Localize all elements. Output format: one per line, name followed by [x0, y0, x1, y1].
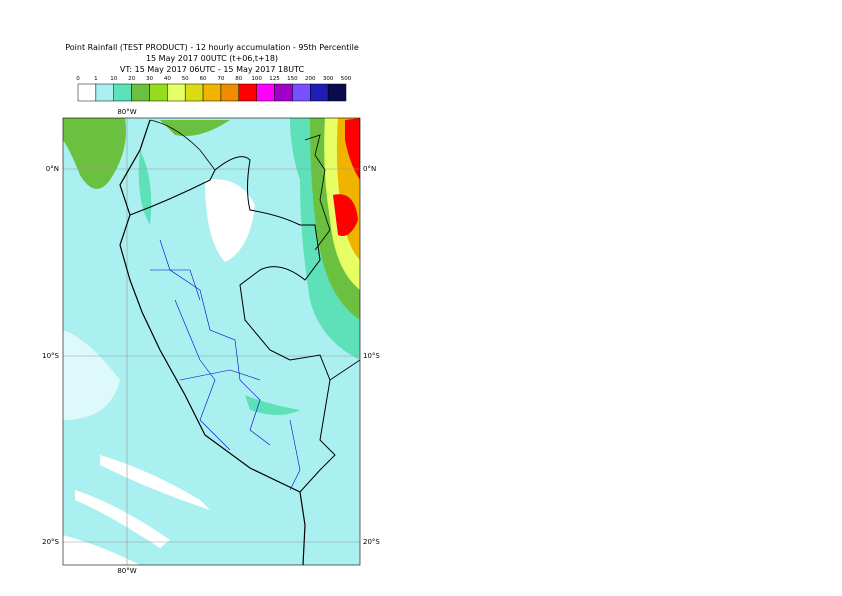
title-line: Point Rainfall (TEST PRODUCT) - 12 hourl… — [65, 43, 359, 52]
region-border — [150, 239, 301, 491]
lat-label: 20°S — [363, 538, 380, 546]
colorbar-box — [184, 83, 204, 102]
colorbar-box — [131, 83, 150, 102]
border — [149, 119, 360, 381]
colorbar-label: 1 — [94, 76, 98, 82]
border — [304, 134, 331, 251]
colorbar-label: 200 — [305, 76, 316, 82]
colorbar-label: 300 — [323, 76, 334, 82]
colorbar-box — [238, 83, 257, 102]
coastline — [119, 119, 306, 565]
rain-patch — [245, 395, 300, 415]
colorbar-box — [149, 83, 168, 102]
colorbar-label: 30 — [146, 76, 153, 82]
border — [129, 156, 336, 493]
colorbar-label: 0 — [76, 76, 80, 82]
colorbar-box — [77, 83, 97, 102]
dry-area — [75, 490, 170, 548]
lat-label: 20°S — [42, 538, 59, 546]
colorbar-box — [274, 83, 293, 102]
colorbar-label: 125 — [269, 76, 280, 82]
colorbar-box — [256, 83, 275, 102]
rain-patch — [345, 118, 360, 180]
colorbar-box — [292, 83, 311, 102]
rain-patch — [63, 118, 126, 189]
lon-label: 80°W — [117, 108, 136, 116]
colorbar-box — [167, 83, 186, 102]
colorbar-box — [327, 83, 347, 102]
lat-label: 10°S — [42, 352, 59, 360]
colorbar-box — [113, 83, 132, 102]
rain-patch — [333, 194, 358, 236]
lat-label: 0°N — [363, 165, 376, 173]
colorbar-label: 50 — [182, 76, 189, 82]
colorbar-box — [95, 83, 114, 102]
lat-label: 10°S — [363, 352, 380, 360]
colorbar-box — [202, 83, 222, 102]
colorbar-label: 20 — [128, 76, 135, 82]
lon-label: 80°W — [117, 567, 136, 575]
colorbar-label: 500 — [341, 76, 352, 82]
colorbar-label: 80 — [235, 76, 242, 82]
lat-label: 0°N — [46, 165, 59, 173]
colorbar-box — [310, 83, 329, 102]
colorbar-label: 40 — [164, 76, 171, 82]
map — [63, 118, 360, 565]
colorbar-label: 100 — [251, 76, 262, 82]
title-line: VT: 15 May 2017 06UTC - 15 May 2017 18UT… — [120, 65, 305, 74]
colorbar-label: 150 — [287, 76, 298, 82]
colorbar-label: 70 — [217, 76, 224, 82]
dry-area — [100, 455, 210, 510]
colorbar-label: 10 — [110, 76, 117, 82]
colorbar: 0 1 10 20 30 40 50 60 70 80 100 125 150 200 300 500 — [76, 76, 352, 102]
dry-area — [205, 179, 255, 262]
colorbar-box — [220, 83, 240, 102]
map-frame — [62, 117, 361, 566]
title-line: 15 May 2017 00UTC (t+06,t+18) — [146, 54, 278, 63]
dry-area — [63, 535, 140, 565]
dry-area — [63, 330, 120, 420]
colorbar-label: 60 — [200, 76, 207, 82]
